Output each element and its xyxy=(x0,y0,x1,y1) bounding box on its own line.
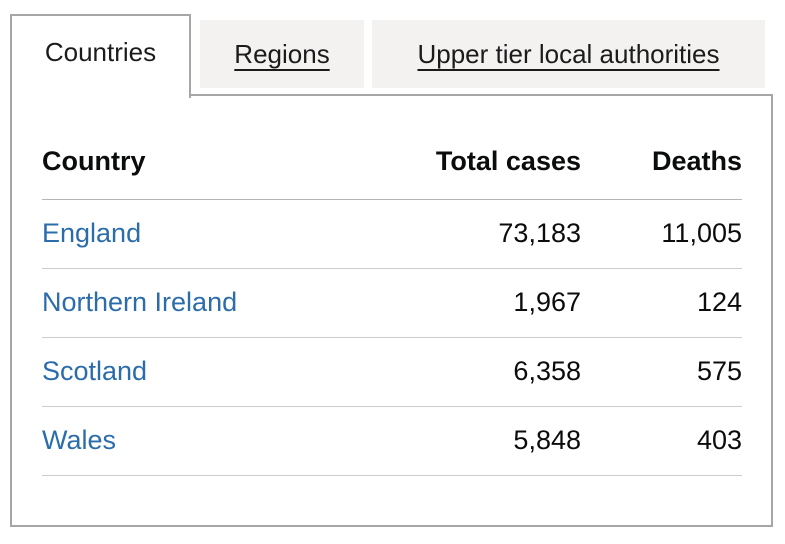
country-link-scotland[interactable]: Scotland xyxy=(42,356,148,386)
tab-countries[interactable]: Countries xyxy=(10,14,191,98)
country-link-wales[interactable]: Wales xyxy=(42,425,117,455)
table-row: Wales 5,848 403 xyxy=(42,406,742,476)
column-header-deaths: Deaths xyxy=(581,120,742,200)
table-header-row: Country Total cases Deaths xyxy=(42,120,742,200)
countries-table: Country Total cases Deaths England 73,18… xyxy=(42,120,742,476)
deaths-value: 575 xyxy=(581,337,742,407)
country-link-england[interactable]: England xyxy=(42,218,142,248)
tab-countries-label: Countries xyxy=(44,36,157,67)
tab-regions-label: Regions xyxy=(234,38,330,69)
tab-upper-tier-local-authorities[interactable]: Upper tier local authorities xyxy=(372,20,765,88)
countries-tab-panel: Country Total cases Deaths England 73,18… xyxy=(10,94,773,527)
total-cases-value: 73,183 xyxy=(357,199,581,269)
column-header-country: Country xyxy=(42,120,357,200)
deaths-value: 403 xyxy=(581,406,742,476)
table-row: Northern Ireland 1,967 124 xyxy=(42,268,742,338)
deaths-value: 11,005 xyxy=(581,199,742,269)
column-header-total-cases: Total cases xyxy=(357,120,581,200)
tab-bar: Countries Regions Upper tier local autho… xyxy=(0,0,785,98)
country-link-northern-ireland[interactable]: Northern Ireland xyxy=(42,287,238,317)
total-cases-value: 6,358 xyxy=(357,337,581,407)
total-cases-value: 5,848 xyxy=(357,406,581,476)
tab-regions[interactable]: Regions xyxy=(200,20,364,88)
total-cases-value: 1,967 xyxy=(357,268,581,338)
tab-upper-tier-local-authorities-label: Upper tier local authorities xyxy=(417,38,720,69)
table-row: England 73,183 11,005 xyxy=(42,199,742,269)
deaths-value: 124 xyxy=(581,268,742,338)
table-row: Scotland 6,358 575 xyxy=(42,337,742,407)
